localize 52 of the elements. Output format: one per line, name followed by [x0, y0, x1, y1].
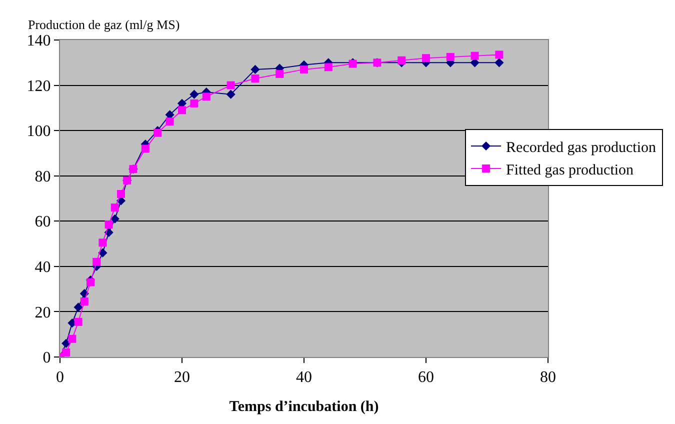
point: [104, 220, 113, 229]
x-tick-label: 60: [418, 369, 434, 386]
point: [92, 258, 101, 266]
y-tick-label: 20: [34, 304, 51, 322]
y-tick-label: 120: [26, 78, 51, 95]
point: [276, 70, 284, 78]
point: [80, 289, 89, 298]
y-tick-label: 140: [26, 32, 51, 50]
point: [251, 74, 260, 82]
legend-label: Fitted gas production: [506, 162, 634, 178]
point: [74, 318, 82, 326]
point: [324, 63, 332, 72]
x-tick-label: 80: [540, 369, 556, 386]
point: [226, 90, 236, 99]
y-tick-label: 80: [34, 168, 51, 186]
point: [98, 248, 108, 258]
y-tick-label: 40: [34, 259, 51, 276]
point: [190, 90, 199, 99]
point: [250, 64, 260, 74]
point: [74, 302, 83, 312]
legend-label: Recorded gas production: [506, 140, 656, 156]
y-tick-label: 0: [42, 350, 51, 367]
x-tick-label: 0: [56, 369, 64, 386]
point: [177, 98, 187, 108]
point: [202, 92, 210, 101]
y-axis-title: Production de gaz (ml/g MS): [28, 17, 180, 32]
point: [117, 190, 125, 198]
point: [141, 144, 150, 153]
point: [398, 56, 406, 64]
point: [495, 50, 504, 59]
point: [190, 99, 198, 108]
x-tick-label: 40: [296, 369, 312, 386]
point: [470, 52, 479, 60]
point: [226, 81, 235, 90]
y-tick-label: 60: [34, 214, 51, 231]
y-tick-label: 100: [26, 123, 51, 140]
point: [80, 298, 88, 306]
point: [446, 52, 454, 61]
point: [110, 214, 120, 224]
point: [86, 278, 94, 286]
point: [98, 238, 107, 247]
point: [68, 334, 76, 343]
point: [178, 106, 186, 114]
x-axis-title: Temps d’incubation (h): [229, 399, 379, 416]
point: [62, 348, 70, 356]
x-tick-label: 20: [174, 369, 190, 386]
point: [166, 118, 174, 126]
point: [110, 204, 119, 212]
point: [300, 65, 308, 74]
point: [154, 128, 162, 137]
point: [494, 58, 504, 68]
point: [422, 54, 430, 62]
